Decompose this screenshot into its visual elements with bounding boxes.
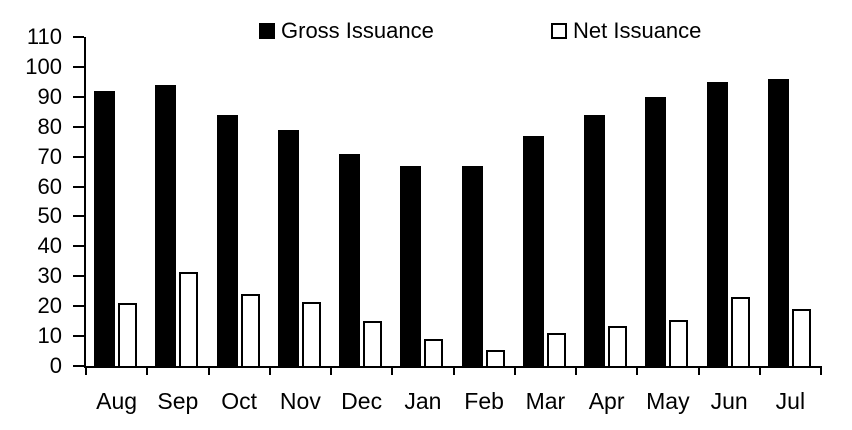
y-axis-label: 70 [37, 143, 62, 169]
y-axis-label: 0 [49, 353, 62, 378]
bar-gross-may [645, 97, 667, 366]
bar-net-feb [485, 350, 505, 366]
bar-gross-apr [584, 115, 605, 366]
y-axis-label: 100 [25, 53, 62, 79]
y-axis-tick [73, 335, 84, 338]
bar-gross-dec [339, 154, 360, 366]
y-axis-label: 90 [37, 83, 62, 109]
x-axis-tick [268, 366, 271, 375]
y-axis-label: 50 [37, 203, 62, 229]
y-axis-tick [73, 185, 84, 188]
bar-gross-oct [216, 115, 238, 366]
legend-label-gross-issuance: Gross Issuance [281, 18, 434, 43]
bar-net-aug [118, 303, 137, 366]
x-axis-tick [85, 366, 87, 375]
x-axis-tick [697, 366, 700, 375]
x-axis-label: Jul [775, 388, 806, 414]
y-axis-label: 40 [37, 233, 62, 259]
x-axis-label: Apr [588, 388, 625, 414]
x-axis-tick [820, 366, 822, 375]
y-axis-tick [73, 36, 84, 38]
x-axis-label: Sep [157, 388, 199, 414]
bar-net-may [669, 320, 689, 366]
x-axis-tick [452, 366, 455, 375]
legend-item-net-issuance: Net Issuance [551, 17, 701, 45]
x-axis-tick [391, 366, 394, 375]
bar-net-mar [546, 333, 566, 366]
x-axis-tick [758, 366, 761, 375]
x-axis-label: Dec [341, 388, 383, 414]
bar-net-sep [179, 272, 199, 366]
y-axis-tick [73, 245, 84, 248]
gross-issuance-swatch-icon [259, 23, 275, 39]
x-axis-label: Jan [404, 388, 442, 414]
x-axis-label: Mar [525, 388, 566, 414]
x-axis-tick [207, 366, 210, 375]
x-axis-label: Feb [464, 388, 504, 414]
bar-gross-aug [94, 91, 115, 366]
y-axis-tick [73, 365, 84, 367]
bar-gross-sep [155, 85, 177, 366]
bar-gross-jan [400, 166, 422, 366]
y-axis-label: 20 [37, 293, 62, 319]
x-axis-label: May [646, 388, 690, 414]
y-axis-label: 30 [37, 263, 62, 289]
y-axis-label: 80 [37, 113, 62, 139]
x-axis-label: Oct [221, 388, 258, 414]
x-axis-tick [575, 366, 577, 375]
y-axis-tick [73, 155, 84, 158]
bar-net-jan [424, 339, 444, 366]
x-axis-tick [513, 366, 516, 375]
y-axis-tick [73, 215, 84, 218]
y-axis-tick [73, 65, 84, 68]
plot-area: 0 10 20 30 40 50 60 70 80 90 100 110 Aug Sep Oct Nov Dec… [25, 24, 822, 414]
y-axis-label: 10 [37, 323, 62, 349]
x-axis-label: Nov [279, 388, 321, 414]
y-axis-label: 110 [26, 24, 62, 49]
bar-gross-jun [706, 82, 728, 366]
bar-net-jul [791, 309, 811, 366]
bar-net-oct [240, 294, 260, 366]
y-axis-tick [73, 305, 84, 308]
y-axis-tick [73, 125, 84, 128]
bar-gross-feb [461, 166, 483, 366]
bar-net-apr [608, 326, 627, 366]
x-axis-tick [146, 366, 149, 375]
bar-net-nov [301, 302, 321, 366]
x-axis-tick [636, 366, 639, 375]
bar-gross-nov [277, 130, 299, 366]
y-axis-tick [73, 275, 84, 278]
bar-gross-jul [767, 79, 789, 366]
x-axis-label: Jun [710, 388, 748, 414]
legend-label-net-issuance: Net Issuance [573, 18, 702, 43]
x-axis-tick [330, 366, 332, 375]
y-axis-tick [73, 95, 84, 98]
net-issuance-swatch-icon [551, 23, 567, 39]
x-axis-label: Aug [96, 388, 138, 414]
bar-gross-mar [522, 136, 544, 366]
y-axis-label: 60 [37, 173, 62, 199]
bar-net-dec [363, 321, 382, 366]
bar-net-jun [730, 297, 750, 366]
legend-item-gross-issuance: Gross Issuance [259, 17, 434, 45]
